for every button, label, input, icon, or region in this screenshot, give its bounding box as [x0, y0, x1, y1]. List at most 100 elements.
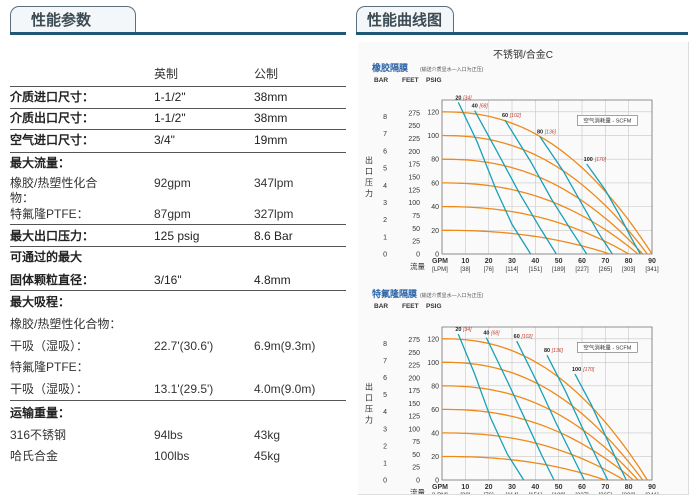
- air-consumption-curve: [546, 354, 609, 481]
- row-imperial-value: 22.7'(30.6'): [154, 339, 214, 353]
- y-tick-label-feet: 225: [408, 136, 420, 143]
- y-tick-label-feet: 0: [416, 478, 420, 485]
- x-tick-label-lpm: [227]: [575, 267, 589, 273]
- y-tick-label-feet: 175: [408, 388, 420, 395]
- y-tick-label-bar: 7: [383, 358, 387, 365]
- y-tick-label-psig: 40: [431, 204, 439, 211]
- psig-unit-label: PSIG: [426, 303, 442, 310]
- x-tick-label-gpm: 10: [461, 484, 469, 491]
- y-tick-label-bar: 6: [383, 148, 387, 155]
- row-metric-value: 43kg: [254, 428, 281, 442]
- y-tick-label-bar: 7: [383, 131, 387, 138]
- row-imperial-value: 1-1/2": [154, 111, 186, 125]
- air-consumption-curve: [474, 110, 557, 255]
- tab-performance-params[interactable]: 性能参数: [10, 6, 136, 33]
- air-curve-label: 100: [584, 157, 593, 163]
- air-curve-label: 100: [572, 367, 581, 373]
- row-imperial-value: 94lbs: [154, 428, 183, 442]
- y-axis-label-char: 口: [365, 167, 373, 176]
- col-metric-header: 公制: [254, 67, 279, 81]
- left-tab-underline: [10, 32, 346, 35]
- x-tick-label-lpm: [114]: [506, 267, 519, 273]
- y-tick-label-feet: 275: [408, 337, 420, 344]
- tab-performance-curves[interactable]: 性能曲线图: [356, 6, 454, 33]
- x-tick-label-lpm: [341]: [645, 493, 659, 494]
- y-tick-label-bar: 8: [383, 114, 387, 121]
- air-consumption-curve: [539, 136, 613, 255]
- air-consumption-curve: [457, 102, 532, 255]
- y-tick-label-psig: 100: [427, 133, 439, 140]
- table-row: 介质进口尺寸： 1-1/2" 38mm: [10, 89, 346, 105]
- air-consumption-curve: [457, 333, 525, 481]
- row-metric-value: 45kg: [254, 449, 281, 463]
- table-rule: [10, 246, 346, 247]
- pressure-curve: [441, 385, 639, 481]
- y-axis-label-char: 力: [365, 188, 373, 198]
- x-unit-gpm: GPM: [432, 484, 448, 491]
- x-tick-label-gpm: 70: [601, 484, 609, 491]
- x-axis-label: 流量: [410, 487, 425, 494]
- y-tick-label-feet: 0: [416, 252, 420, 259]
- pressure-curve: [442, 455, 606, 481]
- row-label: 介质进口尺寸：: [10, 90, 95, 104]
- y-tick-label-feet: 200: [408, 149, 420, 156]
- y-tick-label-feet: 75: [412, 213, 420, 220]
- x-tick-label-gpm: 90: [648, 258, 656, 265]
- table-row: 固体颗粒直径： 3/16" 4.8mm: [10, 272, 346, 288]
- x-tick-label-gpm: 50: [555, 484, 563, 491]
- plot-frame: [441, 326, 653, 481]
- row-label: 固体颗粒直径：: [10, 273, 95, 287]
- chart-title: 不锈钢/合金C: [493, 48, 553, 61]
- y-tick-label-psig: 80: [431, 157, 439, 164]
- table-rule: [10, 152, 346, 153]
- x-tick-label-lpm: [76]: [484, 493, 494, 494]
- y-tick-label-bar: 8: [383, 341, 387, 348]
- table-row: 特氟隆PTFE： 87gpm 327lpm: [10, 206, 346, 222]
- y-tick-label-psig: 0: [435, 478, 439, 485]
- y-tick-label-bar: 3: [383, 426, 387, 433]
- bar-unit-label: BAR: [374, 77, 388, 84]
- air-consumption-curve: [504, 119, 588, 255]
- bar-unit-label: BAR: [374, 303, 388, 310]
- air-consumption-curve: [516, 340, 585, 481]
- row-metric-value: 4.8mm: [254, 273, 291, 287]
- x-tick-label-lpm: [LPM]: [432, 493, 448, 494]
- x-tick-label-gpm: 10: [461, 258, 469, 265]
- x-tick-label-lpm: [189]: [552, 493, 566, 494]
- air-curve-label: 40: [483, 331, 489, 337]
- air-consumption-curve: [586, 163, 641, 255]
- x-tick-label-gpm: 40: [531, 258, 539, 265]
- air-curve-label-lpm: [68]: [478, 104, 488, 110]
- x-tick-label-lpm: [38]: [460, 493, 470, 494]
- x-tick-label-gpm: 50: [555, 258, 563, 265]
- air-curve-label-lpm: [170]: [594, 157, 607, 163]
- pressure-curve: [442, 338, 648, 481]
- row-imperial-value: 87gpm: [154, 207, 191, 221]
- row-imperial-value: 3/16": [154, 273, 182, 287]
- air-curve-label-lpm: [136]: [544, 130, 557, 136]
- y-tick-label-bar: 2: [383, 217, 387, 224]
- table-header-row: 英制 公制: [10, 66, 346, 82]
- row-metric-value: 38mm: [254, 111, 288, 125]
- y-tick-label-bar: 1: [383, 234, 387, 241]
- y-tick-label-feet: 175: [408, 162, 420, 169]
- x-tick-label-lpm: [227]: [575, 493, 589, 494]
- table-row: 哈氏合金 100lbs 45kg: [10, 448, 346, 464]
- pressure-curve: [441, 134, 648, 255]
- row-imperial-value: 13.1'(29.5'): [154, 382, 214, 396]
- x-tick-label-lpm: [151]: [529, 493, 543, 494]
- right-tab-underline: [356, 32, 688, 35]
- pressure-curve: [442, 432, 625, 481]
- air-curve-label: 60: [502, 113, 508, 119]
- air-curve-label: 60: [514, 334, 520, 340]
- row-label: 干吸（湿吸）：: [10, 382, 89, 396]
- table-row: 空气进口尺寸： 3/4" 19mm: [10, 132, 346, 148]
- pressure-curve: [442, 361, 644, 481]
- air-curve-label-lpm: [34]: [462, 327, 472, 333]
- row-imperial-value: 125 psig: [154, 229, 200, 243]
- table-row: 物：: [10, 190, 346, 206]
- y-tick-label-feet: 225: [408, 363, 420, 370]
- table-row: 橡胶/热塑性化合 92gpm 347lpm: [10, 175, 346, 191]
- row-label: 干吸（湿吸）：: [10, 339, 89, 353]
